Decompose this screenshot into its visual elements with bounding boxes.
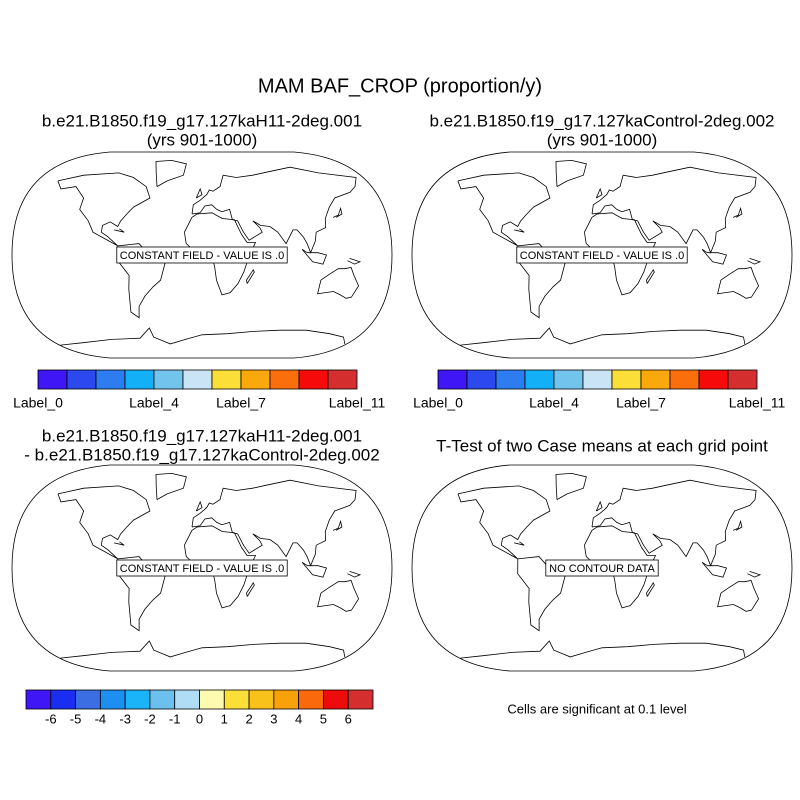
map: CONSTANT FIELD - VALUE IS .0 bbox=[411, 151, 793, 359]
map-label-box bbox=[116, 559, 288, 577]
colorbar-box bbox=[437, 369, 468, 390]
colorbar-label: 2 bbox=[245, 711, 252, 726]
colorbar-label: -1 bbox=[169, 711, 181, 726]
colorbar-box bbox=[174, 689, 200, 710]
colorbar-label: 3 bbox=[270, 711, 277, 726]
colorbar-box bbox=[149, 689, 176, 710]
colorbar-box bbox=[182, 369, 213, 390]
colorbar-label: 4 bbox=[295, 711, 302, 726]
colorbar-box bbox=[298, 369, 329, 390]
colorbar-box bbox=[273, 689, 300, 710]
colorbar-label: Label_0 bbox=[413, 395, 463, 411]
colorbar-box bbox=[248, 689, 275, 710]
colorbar-label: -4 bbox=[95, 711, 107, 726]
map-label-box bbox=[545, 559, 659, 577]
colorbar-label: -5 bbox=[70, 711, 82, 726]
colorbar-box bbox=[347, 689, 374, 710]
colorbar-label: Label_7 bbox=[616, 395, 666, 411]
colorbar-box bbox=[124, 689, 151, 710]
colorbar-box bbox=[327, 369, 358, 390]
map-label-box bbox=[516, 246, 688, 264]
colorbar-box bbox=[698, 369, 729, 390]
colorbar-box bbox=[466, 369, 497, 390]
panel-title: b.e21.B1850.f19_g17.127kaControl-2deg.00… bbox=[429, 111, 774, 130]
colorbar-label: 5 bbox=[320, 711, 327, 726]
colorbar-label: Label_0 bbox=[13, 395, 63, 411]
map-label: CONSTANT FIELD - VALUE IS .0 bbox=[120, 250, 284, 262]
map-label: NO CONTOUR DATA bbox=[549, 563, 655, 575]
colorbar-box bbox=[269, 369, 300, 390]
colorbar-box bbox=[582, 369, 613, 390]
panel-title: - b.e21.B1850.f19_g17.127kaControl-2deg.… bbox=[24, 445, 379, 464]
map: CONSTANT FIELD - VALUE IS .0 bbox=[11, 151, 393, 359]
colorbar-box bbox=[25, 689, 52, 710]
colorbar-box bbox=[298, 689, 324, 710]
footnote: Cells are significant at 0.1 level bbox=[507, 701, 686, 716]
colorbar-label: 6 bbox=[345, 711, 352, 726]
colorbar-box bbox=[323, 689, 349, 710]
panel-title: b.e21.B1850.f19_g17.127kaH11-2deg.001 bbox=[42, 426, 362, 445]
colorbar-box bbox=[640, 369, 671, 390]
colorbar-box bbox=[495, 369, 526, 390]
map-label: CONSTANT FIELD - VALUE IS .0 bbox=[120, 563, 284, 575]
colorbar-box bbox=[124, 369, 155, 390]
colorbar-box bbox=[223, 689, 250, 710]
colorbar-box bbox=[553, 369, 584, 390]
figure-title: MAM BAF_CROP (proportion/y) bbox=[258, 75, 542, 97]
colorbar-label: 0 bbox=[196, 711, 203, 726]
map: CONSTANT FIELD - VALUE IS .0 bbox=[11, 464, 393, 672]
colorbar-box bbox=[66, 369, 97, 390]
colorbar-box bbox=[37, 369, 68, 390]
colorbar-label: -6 bbox=[45, 711, 57, 726]
colorbar-box bbox=[50, 689, 76, 710]
map-label: CONSTANT FIELD - VALUE IS .0 bbox=[520, 250, 684, 262]
colorbar-box bbox=[75, 689, 101, 710]
colorbar-box bbox=[240, 369, 271, 390]
colorbar-box bbox=[153, 369, 184, 390]
colorbar-label: Label_11 bbox=[329, 395, 386, 411]
colorbar-box bbox=[95, 369, 126, 390]
colorbar-label: -2 bbox=[144, 711, 156, 726]
panel-title: (yrs 901-1000) bbox=[147, 130, 258, 149]
colorbar-label: Label_7 bbox=[216, 395, 266, 411]
colorbar-label: Label_11 bbox=[729, 395, 786, 411]
colorbar-box bbox=[211, 369, 242, 390]
colorbar-label: 1 bbox=[221, 711, 228, 726]
panel-title: T-Test of two Case means at each grid po… bbox=[436, 436, 768, 455]
colorbar-box bbox=[99, 689, 126, 710]
colorbar-box bbox=[669, 369, 700, 390]
colorbar-label: -3 bbox=[119, 711, 131, 726]
panel-title: (yrs 901-1000) bbox=[547, 130, 658, 149]
colorbar-box bbox=[727, 369, 758, 390]
map-label-box bbox=[116, 246, 288, 264]
panel-title: b.e21.B1850.f19_g17.127kaH11-2deg.001 bbox=[42, 111, 362, 130]
colorbar-box bbox=[611, 369, 642, 390]
map: NO CONTOUR DATA bbox=[411, 464, 793, 672]
colorbar-label: Label_4 bbox=[129, 395, 179, 411]
colorbar-box bbox=[524, 369, 555, 390]
colorbar-box bbox=[199, 689, 225, 710]
colorbar-label: Label_4 bbox=[529, 395, 579, 411]
